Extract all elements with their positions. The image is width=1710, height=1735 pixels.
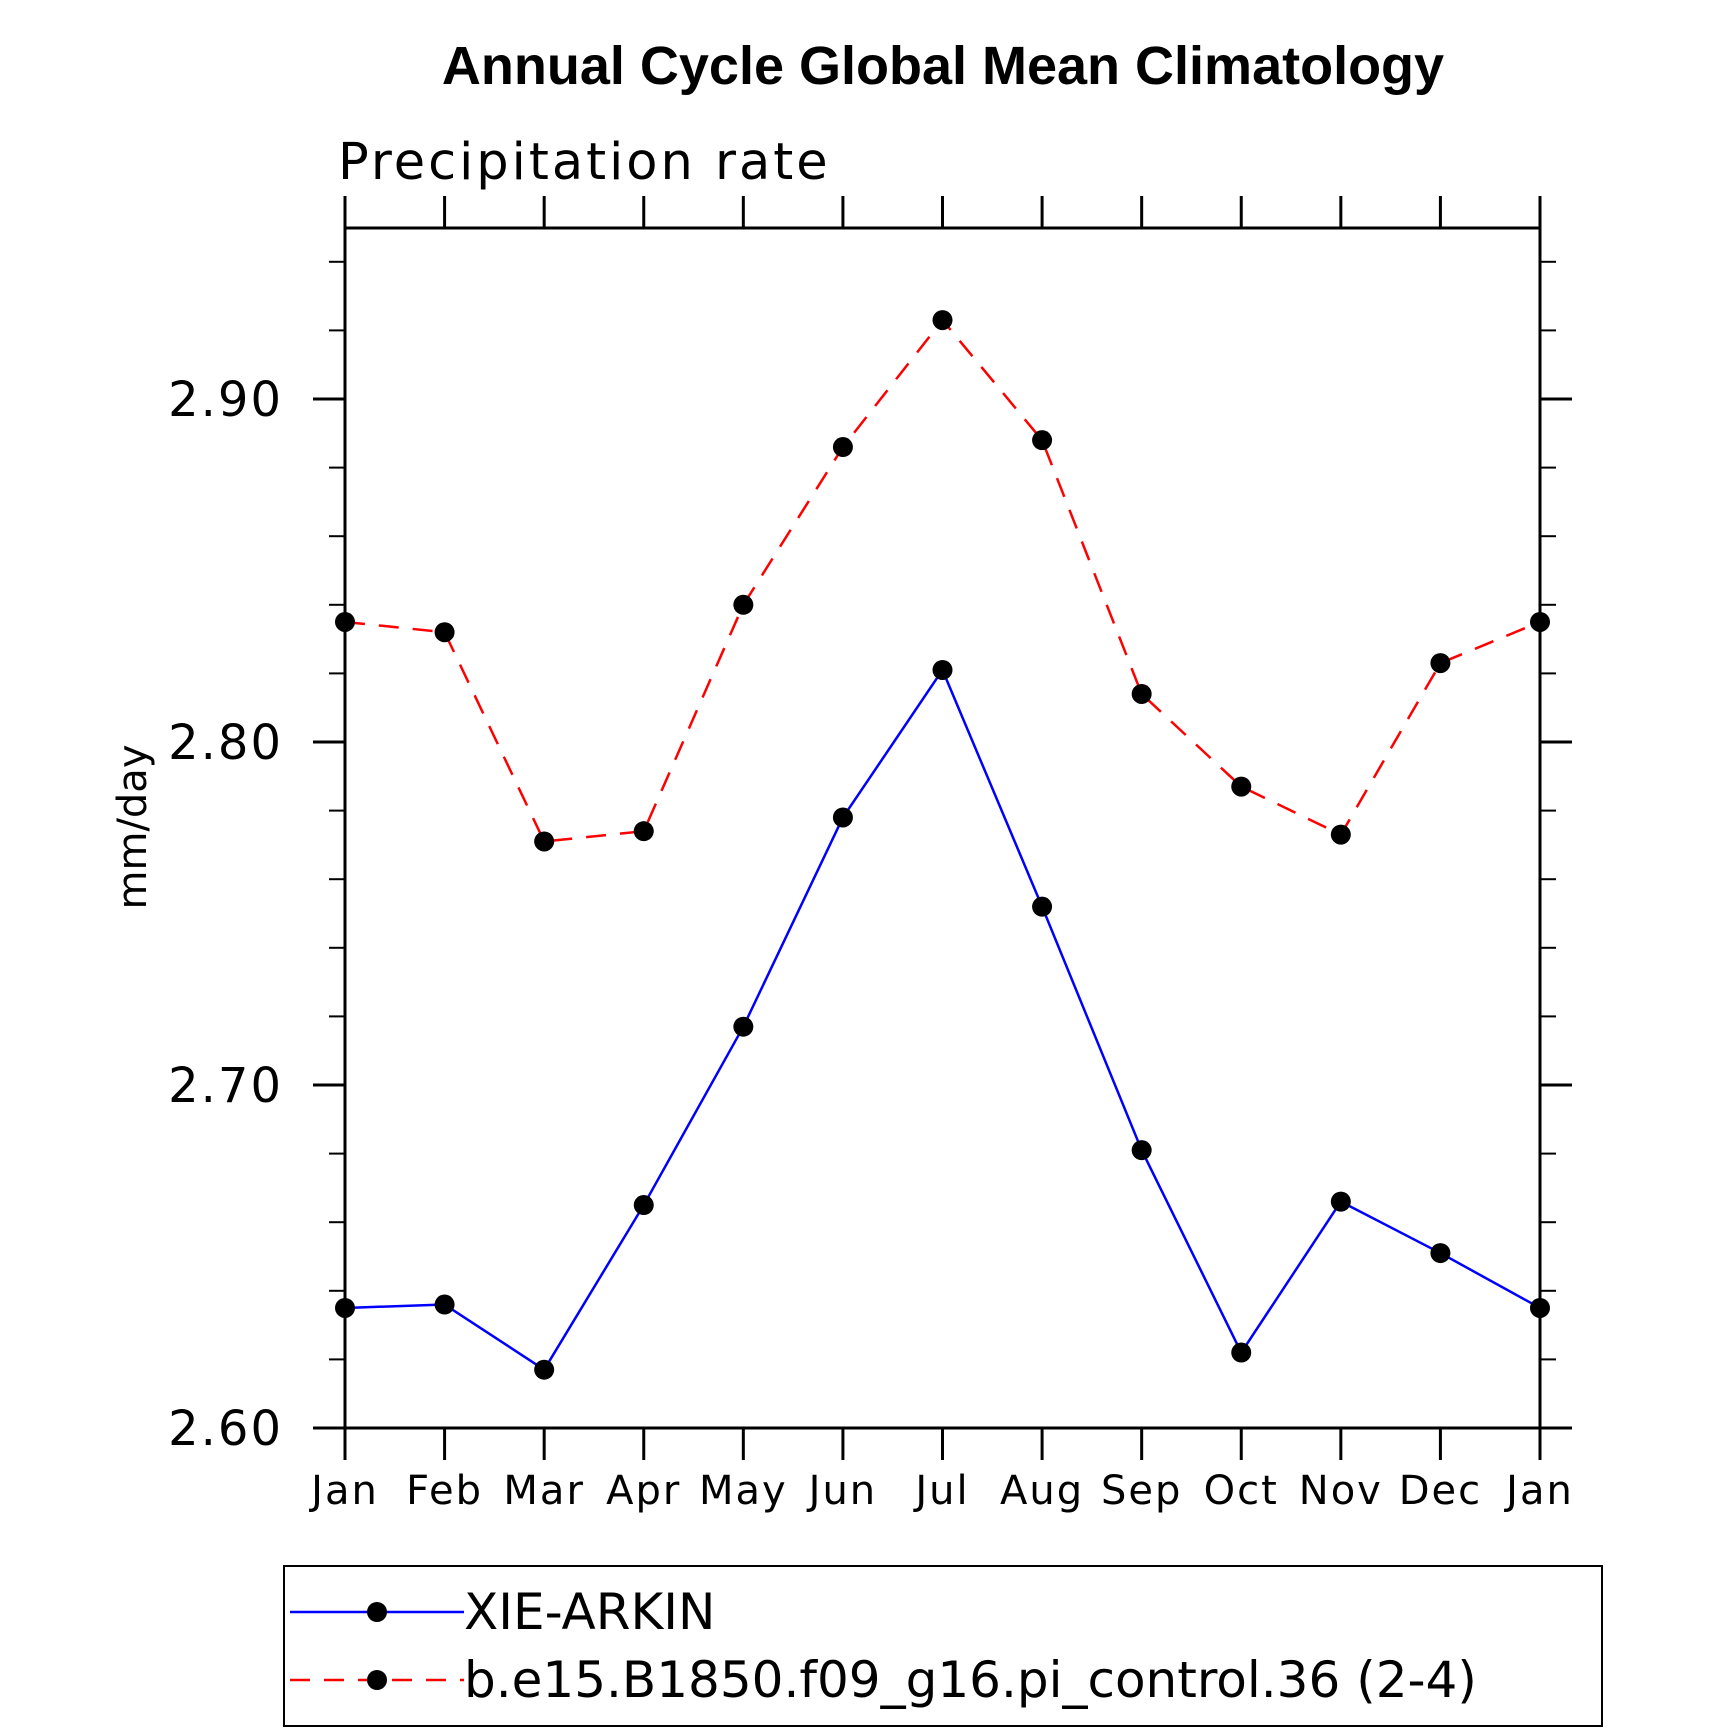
series-1-point	[335, 611, 355, 632]
legend: XIE-ARKIN b.e15.B1850.f09_g16.pi_control…	[283, 1565, 1603, 1727]
series-1-point	[534, 831, 555, 852]
series-0-point	[534, 1359, 555, 1380]
series-1-point	[434, 622, 455, 643]
series-0-point	[932, 659, 953, 680]
x-tick-label: May	[699, 1468, 788, 1514]
plot-frame	[343, 226, 1542, 1430]
series-line-0	[344, 668, 1541, 1371]
series-0-point	[832, 807, 853, 828]
x-tick-label: Apr	[606, 1468, 681, 1514]
y-tick-label: 2.60	[168, 1401, 283, 1457]
legend-marker-model	[367, 1670, 387, 1690]
series-1-point	[1430, 653, 1451, 674]
x-tick-label: Jun	[806, 1468, 878, 1514]
x-tick-label: Feb	[406, 1468, 483, 1514]
series-0-point	[1330, 1191, 1351, 1212]
series-0-point	[335, 1297, 355, 1318]
legend-label-xie-arkin: XIE-ARKIN	[464, 1583, 715, 1641]
series-1-point	[1330, 824, 1351, 845]
series-1-point	[1032, 430, 1053, 451]
series-0-point	[434, 1294, 455, 1315]
axes-layer: Jan Feb Mar Apr May Jun Jul Aug Sep Oct Nov Dec Jan 2…	[168, 196, 1574, 1514]
series-line-1	[344, 318, 1541, 843]
series-0-point	[733, 1016, 754, 1037]
series-0-point	[1032, 896, 1053, 917]
series-0-point	[633, 1195, 654, 1216]
x-tick-label: Mar	[503, 1468, 584, 1514]
chart-title: Annual Cycle Global Mean Climatology	[442, 36, 1444, 96]
x-tick-label: Sep	[1101, 1468, 1182, 1514]
y-tick-label: 2.70	[168, 1058, 283, 1114]
series-0-point	[1430, 1243, 1451, 1264]
x-tick-label: Jan	[1503, 1468, 1574, 1514]
x-tick-label: Dec	[1399, 1468, 1482, 1514]
legend-box	[283, 1565, 1603, 1727]
y-tick-label: 2.90	[168, 372, 283, 428]
legend-marker-xie-arkin	[367, 1602, 387, 1622]
series-1-point	[633, 821, 654, 842]
y-axis-label: mm/day	[110, 745, 156, 910]
series-1-point	[832, 437, 853, 458]
series-1-point	[733, 594, 754, 615]
series-1-point	[1231, 776, 1252, 797]
series-0-point	[1231, 1342, 1252, 1363]
x-tick-label: Nov	[1299, 1468, 1383, 1514]
x-tick-label: Oct	[1204, 1468, 1279, 1514]
x-tick-label: Jan	[308, 1468, 379, 1514]
series-1-point	[932, 310, 953, 331]
series-1-point	[1131, 683, 1152, 704]
series-layer	[335, 310, 1550, 1380]
legend-label-model: b.e15.B1850.f09_g16.pi_control.36 (2-4)	[464, 1651, 1477, 1709]
chart-subtitle: Precipitation rate	[338, 133, 831, 192]
x-tick-label: Aug	[1000, 1468, 1084, 1514]
series-0-point	[1131, 1140, 1152, 1161]
x-tick-label: Jul	[912, 1468, 969, 1514]
series-1-point	[1530, 611, 1550, 632]
y-tick-label: 2.80	[168, 715, 283, 771]
series-0-point	[1530, 1297, 1550, 1318]
